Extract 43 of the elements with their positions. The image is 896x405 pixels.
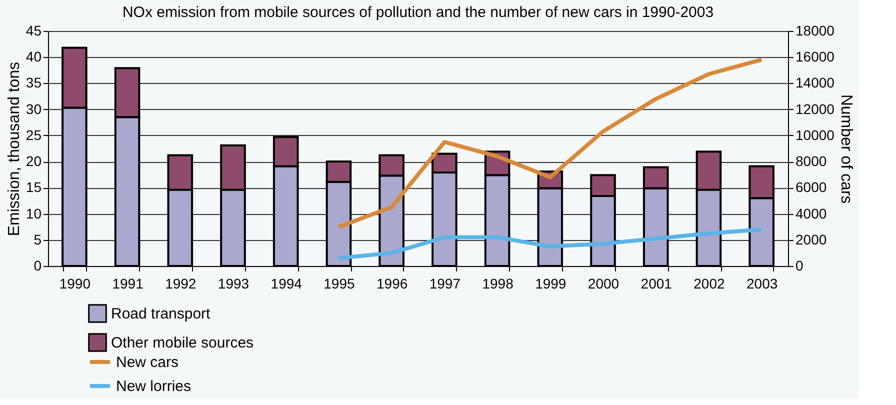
x-tick-label: 2003: [746, 276, 778, 292]
y-tick-label: 15: [26, 179, 42, 196]
y-tick-label: 40: [26, 48, 42, 65]
line-series: [336, 227, 764, 260]
x-tick-label: 1991: [112, 276, 144, 292]
x-tick-label: 1998: [482, 276, 514, 292]
x-tick-label: 2002: [694, 276, 725, 292]
line-series: [336, 58, 764, 229]
x-tick-label: 1997: [429, 276, 461, 292]
y-tick-label: 25: [26, 126, 42, 143]
legend-label: Road transport: [111, 306, 212, 322]
chart-title: NOx emission from mobile sources of pollution and the number of new cars in 1990-2003: [122, 4, 714, 21]
y2-tick-label: 4000: [796, 205, 827, 222]
y-axis-title: Emission, thousand tons: [6, 62, 23, 236]
x-tick-label: 1994: [270, 276, 302, 292]
y-tick-label: 45: [26, 22, 42, 38]
x-tick-label: 1993: [218, 276, 250, 292]
y2-tick-label: 0: [796, 258, 804, 274]
x-tick-label: 1992: [165, 276, 196, 292]
y2-tick-label: 16000: [796, 48, 835, 65]
x-tick-label: 1999: [535, 276, 566, 292]
x-tick-label: 1995: [324, 276, 355, 292]
y2-tick-label: 18000: [796, 22, 835, 38]
x-tick-label: 2001: [640, 276, 672, 292]
y-tick-label: 35: [26, 74, 42, 91]
legend-label: New lorries: [116, 378, 192, 395]
y-tick-label: 0: [34, 258, 42, 274]
x-tick-label: 1990: [59, 276, 91, 292]
x-tick-label: 2000: [588, 276, 620, 292]
y-tick-label: 30: [26, 100, 42, 117]
y-tick-label: 5: [34, 231, 42, 248]
y2-tick-label: 10000: [796, 126, 835, 143]
legend-label: New cars: [116, 354, 179, 371]
y2-tick-label: 12000: [796, 100, 835, 117]
legend-label: Other mobile sources: [111, 334, 254, 352]
y2-tick-label: 14000: [796, 74, 835, 91]
y-tick-label: 10: [26, 205, 42, 222]
y2-axis-title: Number of cars: [837, 94, 854, 204]
y2-tick-label: 6000: [796, 179, 827, 196]
y-tick-label: 20: [26, 153, 42, 170]
y2-tick-label: 2000: [796, 231, 827, 248]
x-tick-label: 1996: [376, 276, 408, 292]
y2-tick-label: 8000: [796, 153, 827, 170]
